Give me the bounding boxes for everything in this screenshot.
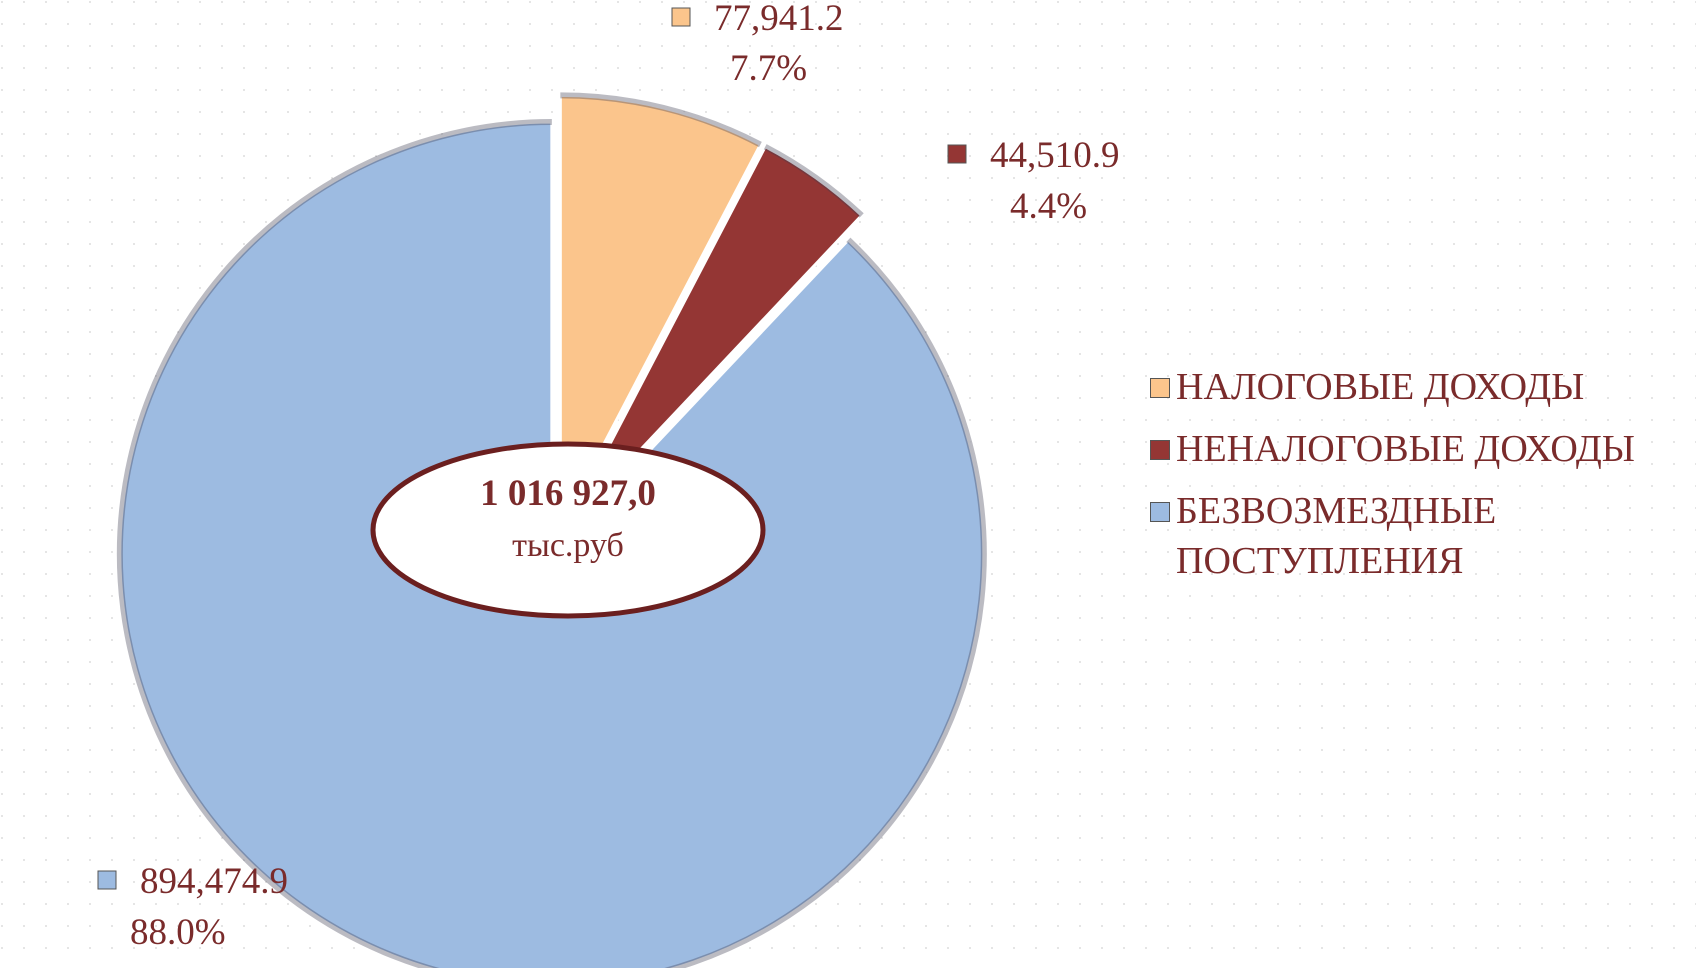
legend-swatch bbox=[1150, 502, 1170, 522]
pie-slice bbox=[558, 93, 763, 529]
legend-item: БЕЗВОЗМЕЗДНЫЕ ПОСТУПЛЕНИЯ bbox=[1150, 486, 1690, 586]
legend-swatch bbox=[1150, 378, 1170, 398]
legend-item: НАЛОГОВЫЕ ДОХОДЫ bbox=[1150, 362, 1690, 412]
center-label: 1 016 927,0 bbox=[480, 473, 656, 514]
label-swatch bbox=[671, 7, 691, 27]
legend: НАЛОГОВЫЕ ДОХОДЫ НЕНАЛОГОВЫЕ ДОХОДЫ БЕЗВОЗ… bbox=[1150, 362, 1690, 598]
percent-label: 4.4% bbox=[1010, 186, 1087, 227]
value-label: 894,474.9 bbox=[140, 861, 288, 902]
slice-edge bbox=[116, 119, 987, 968]
label-swatch bbox=[97, 870, 117, 890]
slice-edge bbox=[763, 144, 864, 218]
legend-swatch bbox=[1150, 440, 1170, 460]
legend-label: БЕЗВОЗМЕЗДНЫЕ ПОСТУПЛЕНИЯ bbox=[1176, 490, 1497, 582]
percent-label: 88.0% bbox=[130, 912, 226, 953]
center-unit: тыс.руб bbox=[512, 527, 624, 564]
value-label: 44,510.9 bbox=[990, 135, 1120, 176]
pie-slice bbox=[563, 144, 864, 531]
percent-label: 7.7% bbox=[730, 48, 807, 89]
slice-edge bbox=[560, 92, 762, 148]
value-label: 77,941.2 bbox=[714, 0, 844, 39]
legend-label: НАЛОГОВЫЕ ДОХОДЫ bbox=[1176, 366, 1585, 408]
legend-item: НЕНАЛОГОВЫЕ ДОХОДЫ bbox=[1150, 424, 1690, 474]
legend-label: НЕНАЛОГОВЫЕ ДОХОДЫ bbox=[1176, 428, 1635, 470]
label-swatch bbox=[947, 144, 967, 164]
center-ellipse bbox=[370, 441, 766, 619]
